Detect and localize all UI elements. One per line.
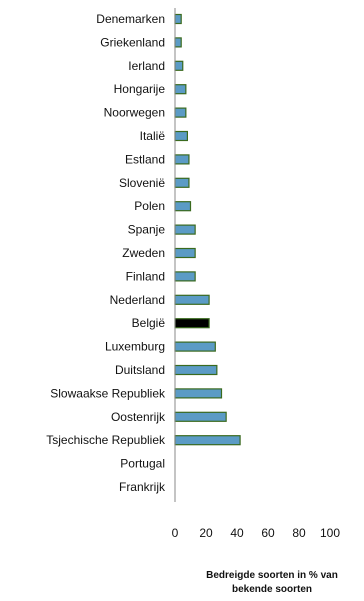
category-label-finland: Finland (126, 269, 165, 283)
category-label-tsjechische-republiek: Tsjechische Republiek (46, 433, 166, 447)
category-label-hongarije: Hongarije (114, 82, 166, 96)
category-label-slovenie: Slovenië (119, 176, 165, 190)
bar-duitsland (174, 364, 218, 376)
category-label-spanje: Spanje (128, 223, 166, 237)
bar-luxemburg (174, 341, 216, 352)
category-label-slowaakse-republiek: Slowaakse Republiek (50, 386, 166, 400)
bar-zweden (174, 247, 196, 259)
category-label-luxemburg: Luxemburg (105, 340, 165, 354)
bar-ierland (174, 60, 184, 71)
bar-slowaakse-republiek (174, 388, 223, 399)
bar-oostenrijk (174, 411, 227, 422)
bars (174, 13, 241, 446)
category-label-zweden: Zweden (122, 246, 165, 260)
bar-finland (174, 271, 196, 282)
bar-hongarije (174, 84, 187, 95)
category-label-ierland: Ierland (128, 59, 165, 73)
category-label-belgie: België (132, 316, 166, 330)
bar-italie (174, 130, 188, 142)
bar-estland (174, 154, 190, 165)
bar-polen (174, 201, 192, 212)
x-axis-title-line-2: bekende soorten (232, 584, 312, 595)
category-label-frankrijk: Frankrijk (119, 480, 166, 494)
bar-nederland (174, 294, 210, 305)
x-tick-label-60: 60 (261, 526, 275, 540)
category-label-denemarken: Denemarken (96, 12, 165, 26)
bar-tsjechische-republiek (174, 435, 241, 446)
x-tick-label-100: 100 (320, 526, 340, 540)
x-tick-label-80: 80 (292, 526, 306, 540)
x-tick-label-20: 20 (199, 526, 213, 540)
x-tick-label-0: 0 (172, 526, 179, 540)
category-label-portugal: Portugal (120, 457, 165, 471)
bar-spanje (174, 224, 196, 235)
category-label-griekenland: Griekenland (100, 35, 165, 49)
category-label-noorwegen: Noorwegen (104, 106, 165, 120)
x-tick-label-40: 40 (230, 526, 244, 540)
bar-slovenie (174, 177, 190, 188)
category-label-italie: Italië (140, 129, 166, 143)
bar-griekenland (174, 37, 182, 48)
bar-noorwegen (174, 107, 187, 118)
category-label-oostenrijk: Oostenrijk (111, 410, 166, 424)
bar-belgie (174, 318, 210, 329)
x-tick-labels: 0 20 40 60 80 100 (172, 526, 341, 540)
category-label-duitsland: Duitsland (115, 363, 165, 377)
bar-denemarken (174, 13, 182, 25)
category-labels: Denemarken Griekenland Ierland Hongarije Noo… (46, 12, 166, 494)
x-axis-title-line-1: Bedreigde soorten in % van (206, 570, 338, 581)
category-label-polen: Polen (134, 199, 165, 213)
category-label-estland: Estland (125, 152, 165, 166)
category-label-nederland: Nederland (110, 293, 165, 307)
